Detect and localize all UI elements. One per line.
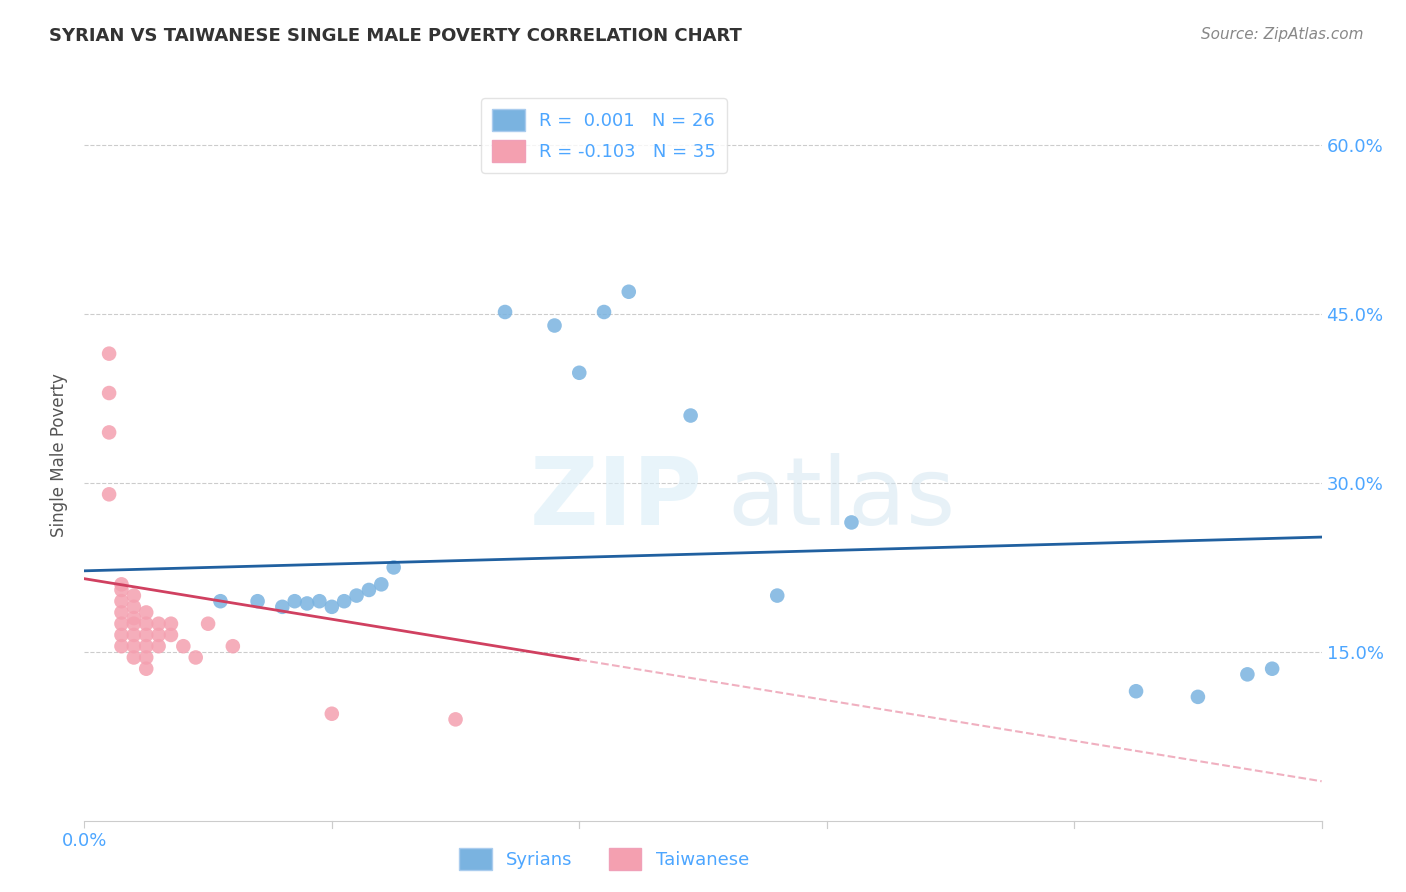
Point (122, 628, 145, 642)
Point (160, 616, 183, 631)
Point (110, 628, 132, 642)
Point (1261, 662, 1284, 676)
Point (357, 582, 380, 597)
Point (148, 639, 170, 653)
Point (568, 366, 591, 380)
Point (841, 516, 863, 530)
Point (295, 597, 318, 611)
Point (135, 606, 157, 620)
Text: Source: ZipAtlas.com: Source: ZipAtlas.com (1201, 27, 1364, 42)
Point (321, 599, 343, 614)
Point (135, 616, 157, 631)
Point (1236, 667, 1258, 681)
Point (148, 628, 170, 642)
Point (110, 594, 132, 608)
Point (284, 594, 307, 608)
Point (617, 285, 640, 299)
Point (122, 650, 145, 665)
Point (122, 639, 145, 653)
Legend: Syrians, Taiwanese: Syrians, Taiwanese (451, 841, 756, 878)
Point (679, 409, 702, 423)
Point (122, 599, 145, 614)
Y-axis label: Single Male Poverty: Single Male Poverty (51, 373, 69, 537)
Point (110, 639, 132, 653)
Point (382, 560, 405, 574)
Point (321, 706, 343, 721)
Point (122, 589, 145, 603)
Point (346, 589, 368, 603)
Point (209, 594, 232, 608)
Point (98, 386, 121, 401)
Point (135, 650, 157, 665)
Point (135, 639, 157, 653)
Point (98, 346, 121, 360)
Point (110, 582, 132, 597)
Text: ZIP: ZIP (530, 453, 703, 545)
Point (135, 662, 157, 676)
Text: SYRIAN VS TAIWANESE SINGLE MALE POVERTY CORRELATION CHART: SYRIAN VS TAIWANESE SINGLE MALE POVERTY … (49, 27, 742, 45)
Point (222, 639, 245, 653)
Point (246, 594, 269, 608)
Point (308, 594, 330, 608)
Point (271, 599, 294, 614)
Point (148, 616, 170, 631)
Point (135, 628, 157, 642)
Point (184, 650, 207, 665)
Point (494, 305, 516, 319)
Point (110, 577, 132, 591)
Text: atlas: atlas (728, 453, 956, 545)
Point (160, 628, 183, 642)
Point (543, 318, 565, 333)
Point (766, 589, 789, 603)
Point (172, 639, 194, 653)
Point (110, 616, 132, 631)
Point (122, 616, 145, 631)
Point (370, 577, 392, 591)
Point (1187, 690, 1209, 704)
Point (98, 487, 121, 501)
Point (197, 616, 219, 631)
Point (122, 611, 145, 625)
Point (593, 305, 616, 319)
Point (110, 606, 132, 620)
Point (333, 594, 356, 608)
Point (1125, 684, 1147, 698)
Point (98, 425, 121, 440)
Point (444, 712, 467, 726)
